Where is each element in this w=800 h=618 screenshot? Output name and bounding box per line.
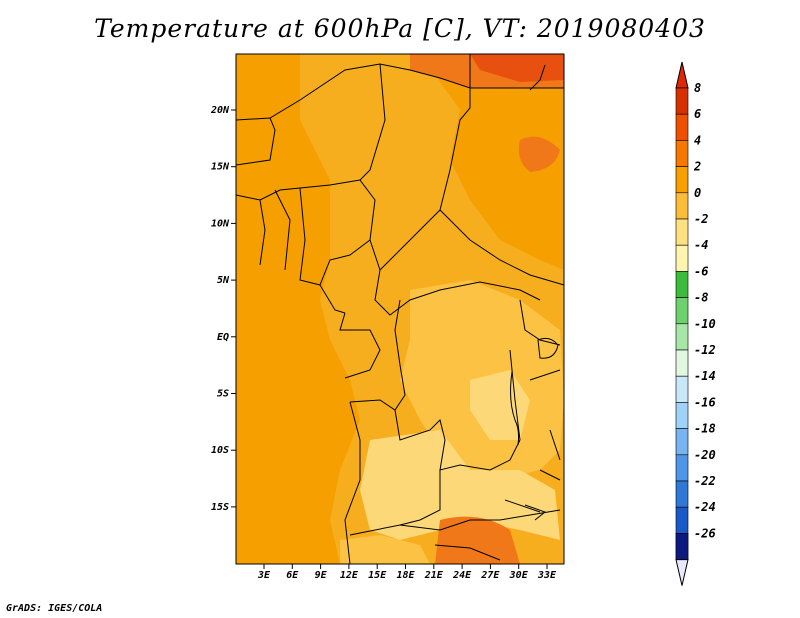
colorbar-swatch <box>675 271 689 298</box>
field-hot-blob <box>518 136 560 172</box>
latitude-axis: 20N 15N 10N 5N EQ 5S 10S 15S <box>210 105 236 513</box>
map-title: Temperature at 600hPa [C], VT: 201908040… <box>94 14 706 43</box>
lat-label: 15N <box>211 162 230 173</box>
colorbar-label: 2 <box>693 160 701 174</box>
lat-label: 20N <box>210 105 230 116</box>
colorbar-arrow-low <box>675 559 689 586</box>
colorbar-swatch <box>675 192 689 220</box>
colorbar-swatch <box>675 323 689 351</box>
colorbar-swatch <box>675 428 689 456</box>
lon-label: 9E <box>315 570 328 581</box>
lon-label: 27E <box>480 570 500 581</box>
lat-label: 10N <box>211 218 230 229</box>
colorbar-label: 4 <box>694 133 701 147</box>
colorbar-swatch <box>675 533 689 560</box>
colorbar-label: -2 <box>694 212 708 226</box>
lon-label: 24E <box>452 570 472 581</box>
country-borders <box>235 54 565 565</box>
temperature-field <box>236 54 564 564</box>
lon-label: 33E <box>537 570 557 581</box>
colorbar-label: -10 <box>694 317 716 331</box>
colorbar-swatch <box>675 244 689 272</box>
colorbar-swatch <box>675 349 689 377</box>
colorbar-swatch <box>675 480 689 508</box>
colorbar-label: -24 <box>694 500 716 514</box>
colorbar-swatch <box>675 297 689 325</box>
lon-label: 30E <box>509 570 529 581</box>
field-west-warm <box>236 54 360 564</box>
colorbar-label: -22 <box>694 474 716 488</box>
field-south-coolest-2 <box>470 370 530 440</box>
colorbar: 8 6 4 2 0 -2 -4 -6 -8 -10 -12 -14 -16 -18 -20 -22 -24 -26 <box>675 61 716 586</box>
lon-label: 18E <box>396 570 415 581</box>
colorbar-swatch <box>675 375 689 403</box>
colorbar-label: 0 <box>694 186 701 200</box>
lon-label: 3E <box>257 570 271 581</box>
field-northeast-warm <box>420 54 564 270</box>
colorbar-arrow-high <box>675 61 689 89</box>
lon-label: 15E <box>368 570 387 581</box>
colorbar-swatch <box>675 113 689 141</box>
colorbar-label: -14 <box>694 369 716 383</box>
lat-label: 5N <box>217 275 230 286</box>
lon-label: 6E <box>286 570 299 581</box>
colorbar-label: -20 <box>694 448 716 462</box>
lat-label: 5S <box>217 389 229 400</box>
lon-label: 12E <box>340 570 359 581</box>
colorbar-label: -4 <box>694 238 708 252</box>
lat-label: EQ <box>217 332 229 343</box>
colorbar-swatch <box>675 87 689 115</box>
colorbar-swatch <box>675 218 689 246</box>
colorbar-label: -16 <box>694 395 716 409</box>
lat-label: 15S <box>211 502 229 513</box>
colorbar-label: -26 <box>694 526 716 540</box>
colorbar-label: -18 <box>694 422 716 436</box>
longitude-axis: 3E 6E 9E 12E 15E 18E 21E 24E 27E 30E 33E <box>257 564 557 581</box>
grads-credit: GrADS: IGES/COLA <box>6 603 103 614</box>
colorbar-swatch <box>675 140 689 167</box>
plot-frame <box>235 53 565 565</box>
field-south-hot <box>435 516 520 564</box>
colorbar-swatch <box>675 506 689 534</box>
colorbar-label: 6 <box>694 107 701 121</box>
lon-label: 21E <box>424 570 444 581</box>
field-south-coolest <box>360 430 560 540</box>
colorbar-swatch <box>675 166 689 194</box>
field-southwest-warm <box>340 535 430 564</box>
colorbar-swatch <box>675 454 689 482</box>
colorbar-label: -6 <box>694 264 708 278</box>
lat-label: 10S <box>211 445 229 456</box>
field-north-hottest <box>470 54 564 82</box>
colorbar-label: -8 <box>694 291 708 305</box>
colorbar-label: -12 <box>694 343 716 357</box>
colorbar-label: 8 <box>694 81 701 95</box>
colorbar-swatch <box>675 402 689 429</box>
lakes <box>510 64 559 521</box>
